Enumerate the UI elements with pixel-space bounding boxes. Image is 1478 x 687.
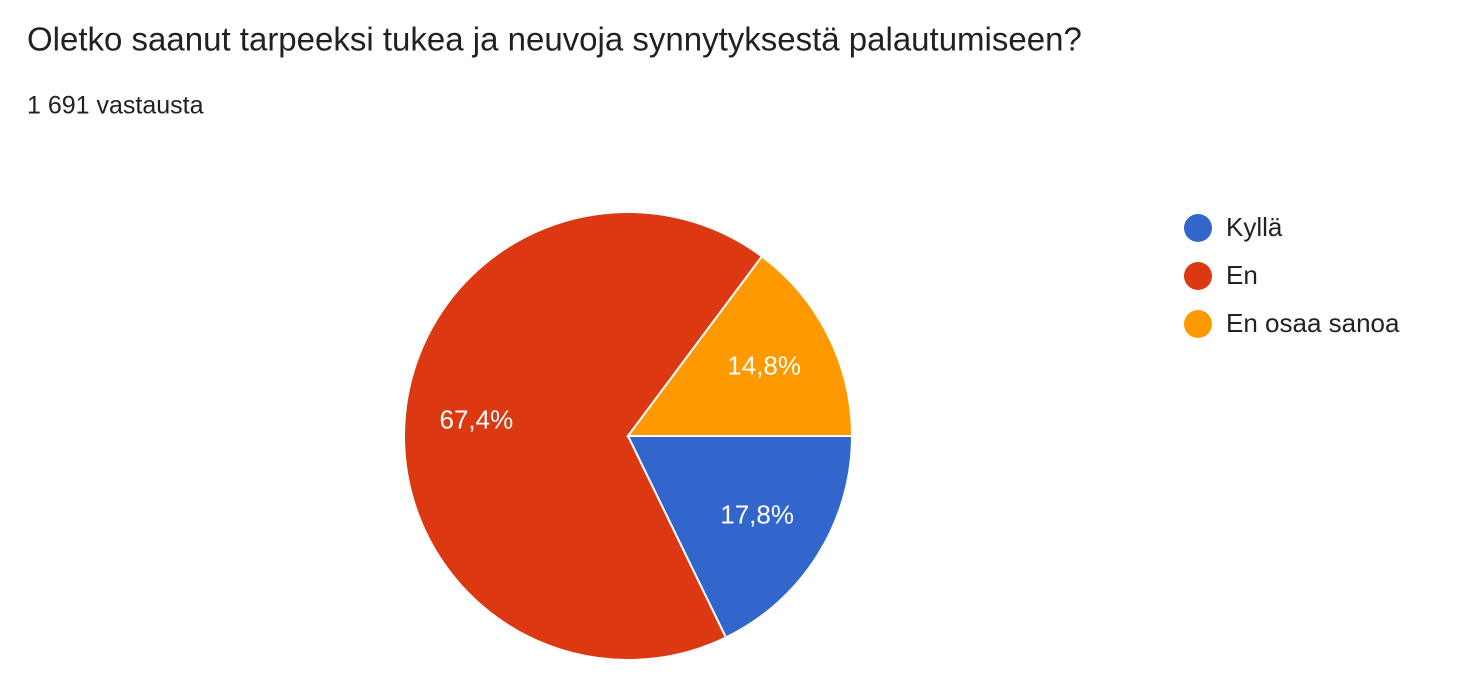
pie-slice [626, 255, 854, 437]
chart-subtitle: 1 691 vastausta [27, 92, 204, 120]
pie-slice [626, 435, 854, 639]
legend-label: Kyllä [1226, 212, 1283, 242]
legend-label: En osaa sanoa [1226, 308, 1400, 338]
legend-marker [1184, 310, 1212, 338]
legend-marker [1184, 214, 1212, 242]
legend-marker [1184, 262, 1212, 290]
chart-title: Oletko saanut tarpeeksi tukea ja neuvoja… [27, 21, 1082, 58]
pie-slice [403, 211, 764, 661]
value-label: 17,8% [720, 500, 794, 530]
value-label: 14,8% [727, 351, 801, 381]
value-label: 67,4% [439, 405, 513, 435]
legend-label: En [1226, 260, 1258, 290]
